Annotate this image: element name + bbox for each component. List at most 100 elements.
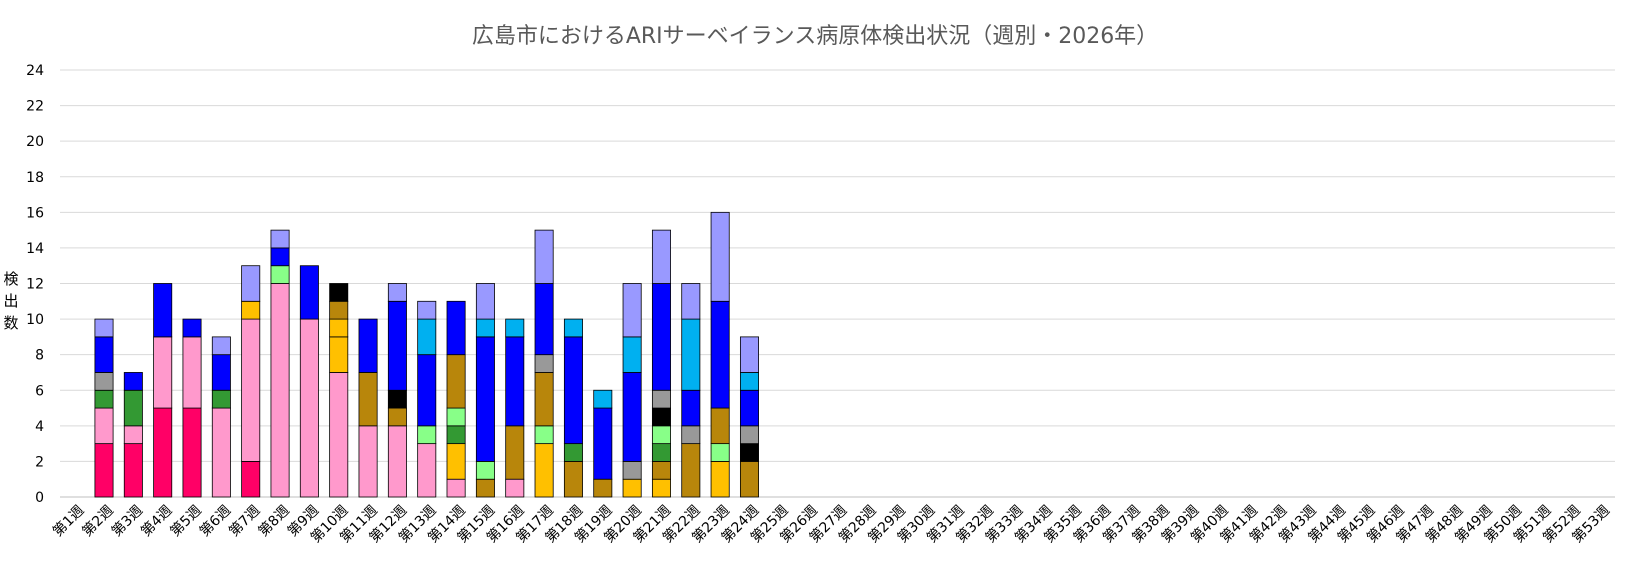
- bar-segment: [651, 425, 671, 445]
- bar-segment: [446, 354, 466, 409]
- bar-segment: [153, 407, 173, 498]
- bar-segment: [622, 283, 642, 338]
- bar-segment: [651, 443, 671, 462]
- bar-segment: [417, 443, 437, 498]
- bar-segment: [651, 229, 671, 284]
- y-tick-label: 22: [26, 99, 44, 115]
- bar-segment: [417, 300, 437, 320]
- bar-segment: [387, 283, 407, 302]
- bar-segment: [153, 336, 173, 409]
- bar-segment: [593, 407, 613, 480]
- bar-segment: [534, 372, 554, 427]
- x-tick-label: 第2週: [79, 502, 117, 540]
- bar-segment: [710, 461, 730, 498]
- bar-segment: [710, 300, 730, 409]
- bar-segment: [505, 478, 525, 498]
- y-tick-label: 10: [26, 312, 44, 328]
- bar-segment: [417, 354, 437, 427]
- bar-segment: [211, 407, 231, 498]
- bar-segment: [651, 283, 671, 391]
- chart-title: 広島市におけるARIサーベイランス病原体検出状況（週別・2026年）: [471, 24, 1159, 49]
- bar-segment: [593, 389, 613, 409]
- bar-segment: [387, 300, 407, 391]
- bar-segment: [446, 478, 466, 498]
- bar-segment: [123, 372, 143, 391]
- bar-segment: [329, 336, 349, 373]
- bar-segment: [417, 318, 437, 356]
- bar-segment: [534, 283, 554, 356]
- bar-segment: [94, 443, 114, 498]
- bar-segment: [593, 478, 613, 498]
- bars: [94, 211, 759, 498]
- bar-segment: [651, 461, 671, 480]
- x-tick-label: 第4週: [137, 502, 175, 540]
- bar-segment: [739, 443, 759, 462]
- bar-segment: [299, 265, 319, 320]
- bar-segment: [211, 354, 231, 391]
- bar-segment: [387, 425, 407, 498]
- bar-segment: [241, 461, 261, 498]
- bar-segment: [446, 407, 466, 427]
- grid-lines: [60, 69, 1615, 498]
- bar-segment: [651, 407, 671, 427]
- bar-segment: [681, 283, 701, 320]
- bar-segment: [94, 318, 114, 338]
- bar-segment: [94, 336, 114, 373]
- x-tick-label: 第5週: [167, 502, 205, 540]
- bar-segment: [563, 461, 583, 498]
- bar-segment: [534, 425, 554, 445]
- y-tick-label: 18: [26, 170, 44, 186]
- bar-segment: [299, 318, 319, 498]
- bar-segment: [475, 318, 495, 338]
- bar-segment: [710, 443, 730, 462]
- bar-segment: [123, 389, 143, 427]
- y-tick-label: 4: [35, 419, 44, 435]
- bar-segment: [739, 389, 759, 427]
- bar-segment: [94, 372, 114, 391]
- bar-segment: [505, 336, 525, 427]
- bar-segment: [446, 443, 466, 480]
- bar-segment: [475, 478, 495, 498]
- bar-segment: [241, 318, 261, 462]
- bar-segment: [739, 461, 759, 498]
- bar-segment: [710, 211, 730, 302]
- bar-segment: [534, 354, 554, 373]
- bar-segment: [417, 425, 437, 445]
- x-tick-label: 第8週: [255, 502, 293, 540]
- x-tick-label: 第1週: [49, 502, 87, 540]
- bar-segment: [475, 336, 495, 462]
- bar-segment: [329, 372, 349, 498]
- bar-segment: [622, 478, 642, 498]
- bar-segment: [123, 425, 143, 445]
- bar-segment: [622, 336, 642, 373]
- bar-segment: [622, 372, 642, 462]
- bar-segment: [681, 389, 701, 427]
- bar-segment: [739, 425, 759, 445]
- bar-segment: [94, 407, 114, 445]
- bar-segment: [153, 283, 173, 338]
- bar-segment: [534, 229, 554, 284]
- y-tick-label: 20: [26, 134, 44, 150]
- bar-segment: [182, 318, 202, 338]
- y-tick-label: 2: [35, 454, 44, 470]
- bar-segment: [534, 443, 554, 498]
- y-tick-label: 8: [35, 348, 44, 364]
- y-axis-title: 検出数: [3, 270, 19, 332]
- bar-segment: [329, 318, 349, 338]
- bar-segment: [622, 461, 642, 480]
- bar-segment: [387, 407, 407, 427]
- bar-segment: [329, 300, 349, 320]
- y-tick-label: 16: [26, 205, 44, 221]
- bar-segment: [241, 300, 261, 320]
- x-tick-label: 第6週: [196, 502, 234, 540]
- bar-segment: [358, 318, 378, 373]
- y-tick-label: 24: [26, 63, 44, 79]
- bar-segment: [739, 336, 759, 373]
- bar-segment: [329, 283, 349, 302]
- y-tick-label: 6: [35, 383, 44, 399]
- bar-segment: [563, 336, 583, 445]
- y-tick-label: 12: [26, 277, 44, 293]
- bar-segment: [211, 389, 231, 409]
- y-tick-label: 14: [26, 241, 44, 257]
